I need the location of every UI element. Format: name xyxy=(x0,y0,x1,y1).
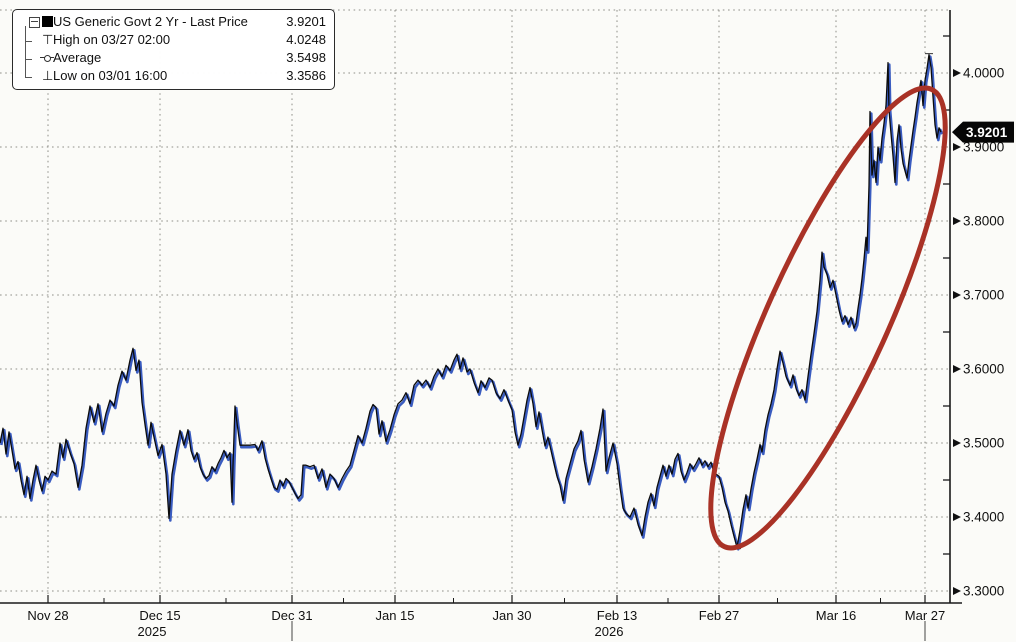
legend-tree-branch xyxy=(25,77,32,78)
x-axis-year-label: 2025 xyxy=(138,624,167,639)
x-axis-label: Feb 13 xyxy=(597,608,637,623)
average-label: Average xyxy=(53,50,102,65)
legend-row-last-price[interactable]: US Generic Govt 2 Yr - Last Price 3.9201 xyxy=(21,13,326,31)
trend-ellipse-annotation xyxy=(708,85,948,551)
y-axis-label: 3.3000 xyxy=(963,584,1004,599)
chart-legend: US Generic Govt 2 Yr - Last Price 3.9201… xyxy=(12,9,335,90)
y-axis-label: 4.0000 xyxy=(963,66,1004,81)
x-axis-label: Jan 30 xyxy=(492,608,531,623)
legend-markers xyxy=(21,49,54,67)
y-axis-label: 3.5000 xyxy=(963,436,1004,451)
legend-row-high[interactable]: ⊤ High on 03/27 02:00 4.0248 xyxy=(21,31,326,49)
y-tick-arrow-icon xyxy=(953,439,961,447)
x-axis-label: Dec 15 xyxy=(139,608,180,623)
y-tick-arrow-icon xyxy=(953,291,961,299)
legend-row-low[interactable]: ⊥ Low on 03/01 16:00 3.3586 xyxy=(21,67,326,85)
average-value: 3.5498 xyxy=(286,50,326,65)
series-title: US Generic Govt 2 Yr - Last Price xyxy=(53,14,248,29)
x-axis-label: Dec 31 xyxy=(271,608,312,623)
gridlines xyxy=(0,9,950,603)
low-value: 3.3586 xyxy=(286,68,326,83)
legend-markers: ⊤ xyxy=(21,31,53,49)
price-line-accent xyxy=(0,55,944,551)
y-axis-label: 3.4000 xyxy=(963,510,1004,525)
last-price-badge: 3.9201 xyxy=(952,121,1014,143)
y-axis-label: 3.9000 xyxy=(963,140,1004,155)
y-tick-arrow-icon xyxy=(953,365,961,373)
y-axis: 4.0000 3.9000 3.8000 3.7000 3.6000 3.5000 3.40… xyxy=(943,35,1004,599)
legend-markers xyxy=(21,13,53,31)
legend-tree-branch xyxy=(25,41,32,42)
low-label: Low on 03/01 16:00 xyxy=(53,68,168,83)
y-tick-arrow-icon xyxy=(953,513,961,521)
legend-row-average[interactable]: Average 3.5498 xyxy=(21,49,326,67)
last-price-badge-shape xyxy=(952,121,1014,143)
y-tick-arrow-icon xyxy=(953,143,961,151)
high-value: 4.0248 xyxy=(286,32,326,47)
tree-expand-icon[interactable] xyxy=(29,17,40,28)
price-line xyxy=(0,53,942,548)
legend-tree-line xyxy=(25,26,26,78)
x-axis-label: Mar 16 xyxy=(816,608,856,623)
low-marker-icon: ⊥ xyxy=(42,68,54,83)
x-axis-label: Jan 15 xyxy=(375,608,414,623)
legend-markers: ⊥ xyxy=(21,67,53,85)
x-axis-label: Nov 28 xyxy=(27,608,68,623)
last-price-badge-text: 3.9201 xyxy=(966,125,1008,140)
y-tick-arrow-icon xyxy=(953,69,961,77)
average-marker-icon xyxy=(40,54,54,62)
y-axis-label: 3.8000 xyxy=(963,214,1004,229)
high-marker-icon: ⊤ xyxy=(42,32,54,47)
y-tick-arrow-icon xyxy=(953,587,961,595)
legend-tree-branch xyxy=(25,59,32,60)
x-axis-label: Feb 27 xyxy=(699,608,739,623)
y-axis-label: 3.7000 xyxy=(963,288,1004,303)
series-swatch-icon xyxy=(42,16,53,27)
x-axis-label: Mar 27 xyxy=(905,608,945,623)
high-label: High on 03/27 02:00 xyxy=(53,32,171,47)
y-axis-label: 3.6000 xyxy=(963,362,1004,377)
y-tick-arrow-icon xyxy=(953,217,961,225)
last-price-value: 3.9201 xyxy=(286,14,326,29)
x-axis-year-label: 2026 xyxy=(595,624,624,639)
